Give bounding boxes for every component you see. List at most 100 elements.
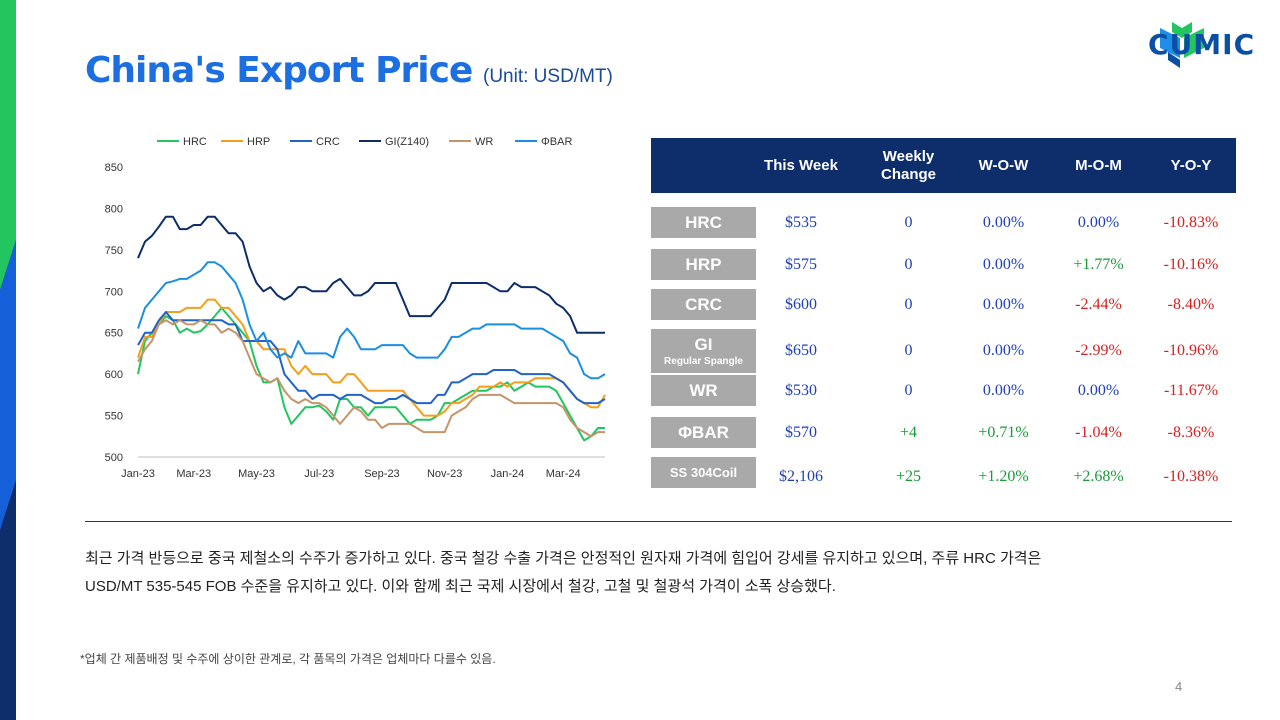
series-line-3 (137, 215, 605, 334)
row-label-text: SS 304Coil (669, 465, 738, 480)
cell-wow: 0.00% (982, 213, 1025, 231)
cell-price: $600 (785, 295, 817, 313)
cell-change: +25 (895, 467, 922, 485)
logo-text: CUMIC (1148, 28, 1256, 61)
header-mom: M-O-M (1075, 156, 1122, 174)
cell-change: 0 (904, 255, 913, 273)
legend-item: HRC (157, 136, 207, 148)
price-line-chart: 500 550 600 650 700 750 800 850 Jan-23 Mar-23 May-… (105, 136, 606, 480)
legend-item: WR (449, 136, 493, 148)
legend-label: HRP (247, 136, 270, 148)
cell-change: +4 (899, 423, 918, 441)
slide-accent-bar (0, 0, 16, 720)
row-label: ΦBAR (651, 417, 756, 448)
y-tick-label: 800 (105, 203, 123, 215)
series-line-5 (137, 261, 606, 380)
cell-price: $570 (785, 423, 817, 441)
cell-mom: -1.04% (1075, 423, 1122, 441)
body-line-1: 최근 가격 반등으로 중국 제철소의 수주가 증가하고 있다. 중국 철강 수출… (85, 550, 1042, 567)
cell-mom: -2.99% (1075, 342, 1122, 359)
table-row: HRC $535 0 0.00% 0.00% -10.83% (651, 207, 1236, 241)
cell-yoy: -11.67% (1163, 381, 1219, 399)
table-header: This Week Weekly Change W-O-W M-O-M Y-O-… (651, 138, 1236, 193)
cell-wow: 0.00% (982, 381, 1025, 399)
table-row: ΦBAR $570 +4 +0.71% -1.04% -8.36% (651, 417, 1236, 451)
cell-price: $535 (785, 213, 817, 231)
legend-label: CRC (316, 136, 340, 148)
cell-wow: +0.71% (978, 423, 1029, 441)
cell-price: $2,106 (779, 467, 823, 485)
table-row: CRC $600 0 0.00% -2.44% -8.40% (651, 289, 1236, 323)
cell-wow: +1.20% (978, 467, 1029, 485)
unit-label: (Unit: USD/MT) (483, 66, 613, 87)
y-tick-label: 650 (105, 328, 123, 340)
y-tick-label: 850 (105, 162, 123, 174)
cell-mom: -2.44% (1075, 295, 1122, 313)
section-divider (85, 521, 1232, 522)
cell-mom: 0.00% (1077, 381, 1120, 399)
y-tick-label: 600 (105, 369, 123, 381)
header-wow: W-O-W (978, 156, 1029, 174)
x-tick-label: Jan-23 (121, 468, 155, 480)
table-row: SS 304Coil $2,106 +25 +1.20% +2.68% -10.38% (651, 457, 1236, 491)
x-tick-label: Jan-24 (491, 468, 525, 480)
cell-mom: 0.00% (1077, 213, 1120, 231)
series-line-2 (137, 311, 606, 405)
cumic-logo-icon (1160, 22, 1204, 68)
legend-label: HRC (183, 136, 207, 148)
row-label: WR (651, 375, 756, 406)
row-label: CRC (651, 289, 756, 320)
row-label: HRC (651, 207, 756, 238)
page-title: China's Export Price (85, 50, 473, 91)
x-tick-label: Mar-23 (176, 468, 211, 480)
row-label-text: WR (689, 380, 718, 400)
legend-item: GI(Z140) (359, 136, 429, 148)
row-label-text: HRC (685, 212, 722, 232)
body-line-2: USD/MT 535-545 FOB 수준을 유지하고 있다. 이와 함께 최근… (85, 578, 836, 595)
cell-wow: 0.00% (982, 295, 1025, 313)
cell-change: 0 (904, 381, 913, 399)
cell-change: 0 (904, 295, 913, 313)
row-label-text: GI (694, 335, 713, 354)
cell-price: $650 (785, 342, 817, 359)
row-label: GI Regular Spangle (651, 329, 756, 373)
body-paragraph: 최근 가격 반등으로 중국 제철소의 수주가 증가하고 있다. 중국 철강 수출… (85, 545, 1205, 601)
header-yoy: Y-O-Y (1170, 156, 1212, 174)
x-tick-label: Jul-23 (304, 468, 334, 480)
cell-yoy: -10.96% (1163, 342, 1219, 359)
table-row: WR $530 0 0.00% 0.00% -11.67% (651, 375, 1236, 409)
table-row: HRP $575 0 0.00% +1.77% -10.16% (651, 249, 1236, 283)
legend-item: ΦBAR (515, 136, 572, 148)
legend-item: HRP (221, 136, 270, 148)
header-weekly-change: Weekly Change (880, 147, 936, 183)
y-tick-label: 700 (105, 286, 123, 298)
cell-wow: 0.00% (982, 342, 1025, 359)
series-line-4 (137, 319, 605, 438)
y-tick-label: 750 (105, 245, 123, 257)
row-label: HRP (651, 249, 756, 280)
cell-yoy: -10.38% (1163, 467, 1219, 485)
header-this-week: This Week (764, 156, 838, 174)
x-tick-label: Sep-23 (364, 468, 399, 480)
row-label: SS 304Coil (651, 457, 756, 488)
cell-yoy: -8.40% (1167, 295, 1215, 313)
cell-yoy: -10.83% (1163, 213, 1219, 231)
row-label-text: ΦBAR (678, 422, 729, 442)
legend-label: GI(Z140) (385, 136, 429, 148)
row-label-text: CRC (685, 294, 722, 314)
row-label-text: HRP (685, 254, 722, 274)
cell-yoy: -10.16% (1163, 255, 1219, 273)
legend-item: CRC (290, 136, 340, 148)
cell-mom: +1.77% (1073, 255, 1124, 273)
legend-label: ΦBAR (541, 136, 572, 148)
legend-label: WR (475, 136, 493, 148)
x-tick-label: Nov-23 (427, 468, 462, 480)
y-tick-label: 500 (105, 452, 123, 464)
page-number: 4 (1175, 679, 1183, 694)
y-tick-label: 550 (105, 411, 123, 423)
cell-change: 0 (904, 213, 913, 231)
cell-change: 0 (904, 342, 913, 359)
row-sublabel: Regular Spangle (664, 356, 743, 367)
series-line-1 (137, 298, 606, 417)
cell-price: $575 (785, 255, 817, 273)
